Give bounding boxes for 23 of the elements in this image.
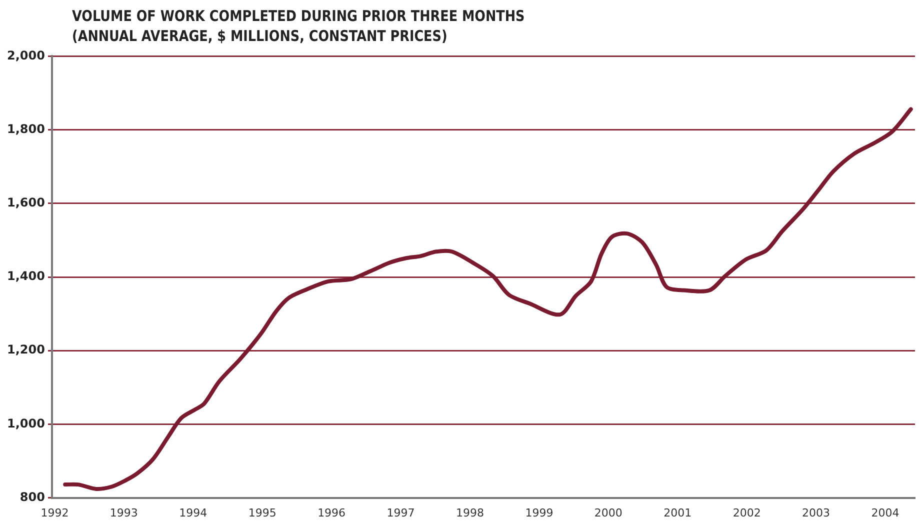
chart-subtitle: (ANNUAL AVERAGE, $ MILLIONS, CONSTANT PRICES) <box>72 26 448 46</box>
line-series <box>63 107 913 491</box>
x-tick-label: 1999 <box>525 506 554 520</box>
x-tick-label: 1996 <box>318 506 346 520</box>
y-tick-label: 1,400 <box>6 269 45 284</box>
y-tick-label: 1,000 <box>6 416 45 430</box>
x-tick-label: 2002 <box>732 506 761 520</box>
y-tick-label: 2,000 <box>6 48 45 62</box>
x-tick-label: 2004 <box>871 506 900 520</box>
y-tick-label: 1,600 <box>6 196 45 210</box>
x-tick-label: 1994 <box>179 506 208 520</box>
y-tick-label: 1,200 <box>6 342 45 357</box>
x-tick-label: 1995 <box>248 506 276 520</box>
x-tick-label: 2003 <box>802 506 830 520</box>
y-tick-label: 800 <box>20 490 45 504</box>
x-tick-label: 1998 <box>456 506 484 520</box>
x-tick-label: 2000 <box>594 506 622 520</box>
x-tick-label: 2001 <box>664 506 692 520</box>
y-tick-label: 1,800 <box>6 122 45 136</box>
x-tick-label: 1992 <box>40 506 69 520</box>
chart-title: VOLUME OF WORK COMPLETED DURING PRIOR THREE MONTHS <box>72 6 525 26</box>
x-tick-label: 1997 <box>386 506 415 520</box>
x-tick-label: 1993 <box>110 506 138 520</box>
